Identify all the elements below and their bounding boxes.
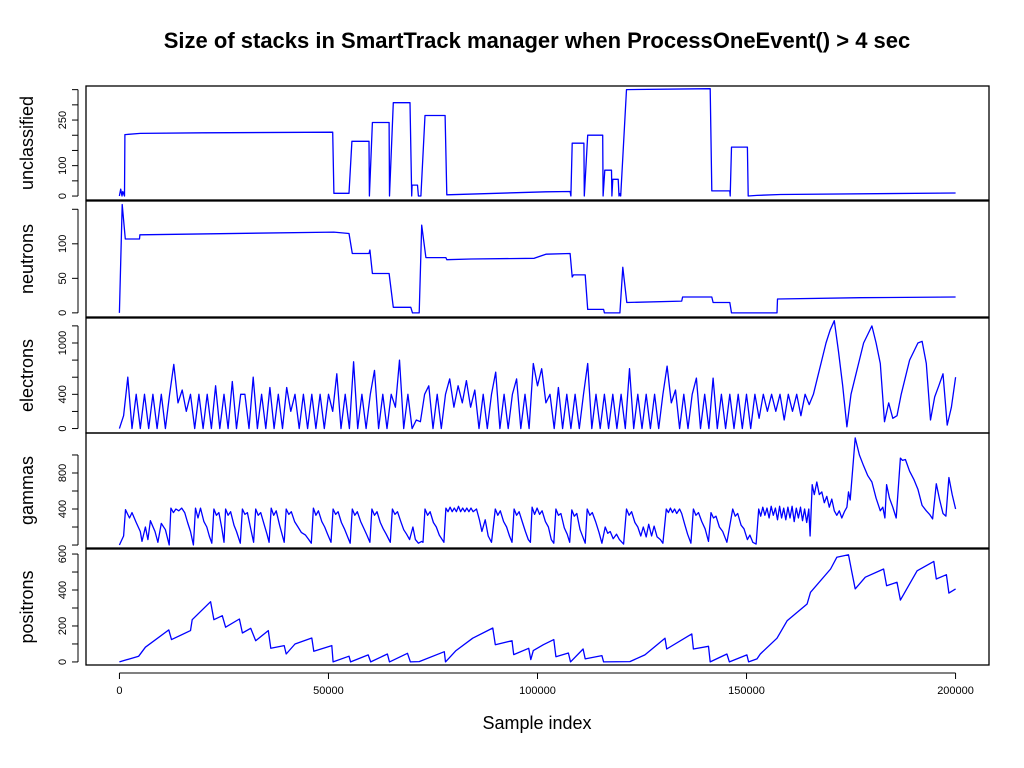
y-tick-label: 1000 [57, 331, 69, 355]
chart-title: Size of stacks in SmartTrack manager whe… [164, 28, 911, 53]
x-axis: 0 50000 100000 150000 200000 [116, 672, 974, 697]
y-tick-label: 250 [57, 111, 69, 129]
panels: 0 100 250 unclassified 0 50 100 neutrons 0 400 100… [17, 85, 990, 666]
y-tick-label: 400 [57, 500, 69, 518]
panel-electrons: 0 400 1000 electrons [17, 317, 990, 434]
panel-frame [85, 548, 990, 666]
series-line-positrons [119, 554, 956, 663]
panel-frame [85, 432, 990, 549]
series-line-neutrons [118, 203, 956, 314]
y-tick-label: 50 [57, 272, 69, 284]
panel-positrons: 0 200 400 600 positrons [17, 545, 990, 666]
panel-frame [85, 200, 990, 318]
panel-frame [85, 85, 990, 201]
y-tick-label: 0 [57, 310, 69, 316]
y-tick-label: 400 [57, 385, 69, 403]
y-tick-label: 200 [57, 617, 69, 635]
panel-neutrons: 0 50 100 neutrons [17, 200, 990, 318]
y-tick-label: 0 [57, 193, 69, 199]
y-axis-label: gammas [17, 456, 37, 525]
series-line-gammas [118, 437, 957, 546]
x-tick-label: 150000 [728, 685, 765, 697]
panel-unclassified: 0 100 250 unclassified [17, 85, 990, 201]
x-tick-label: 0 [116, 685, 122, 697]
y-axis-label: positrons [17, 570, 37, 643]
y-tick-label: 0 [57, 425, 69, 431]
y-tick-label: 800 [57, 464, 69, 482]
series-line-unclassified [118, 88, 956, 197]
y-axis-label: neutrons [17, 224, 37, 294]
y-tick-label: 100 [57, 156, 69, 174]
series-line-electrons [118, 320, 957, 430]
y-axis-label: unclassified [17, 96, 37, 190]
x-axis-label: Sample index [482, 713, 591, 733]
y-tick-label: 0 [57, 659, 69, 665]
panel-gammas: 400 800 gammas [17, 432, 990, 549]
y-tick-label: 400 [57, 581, 69, 599]
x-tick-label: 200000 [937, 685, 974, 697]
y-tick-label: 600 [57, 545, 69, 563]
x-tick-label: 100000 [519, 685, 556, 697]
x-tick-label: 50000 [313, 685, 344, 697]
y-axis-label: electrons [17, 339, 37, 412]
y-tick-label: 100 [57, 235, 69, 253]
